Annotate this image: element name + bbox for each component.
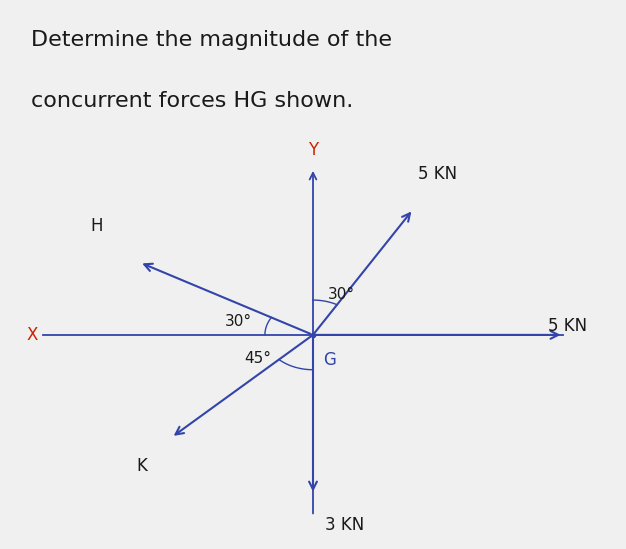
- Text: H: H: [90, 217, 103, 235]
- Text: 5 KN: 5 KN: [548, 317, 587, 335]
- Text: 5 KN: 5 KN: [418, 165, 457, 182]
- Text: Y: Y: [308, 141, 318, 159]
- Text: Determine the magnitude of the: Determine the magnitude of the: [31, 30, 393, 50]
- Text: 45°: 45°: [244, 351, 272, 366]
- Text: concurrent forces HG shown.: concurrent forces HG shown.: [31, 91, 354, 110]
- Text: K: K: [137, 457, 148, 475]
- Text: X: X: [26, 326, 38, 344]
- Text: G: G: [323, 351, 336, 369]
- Text: 30°: 30°: [327, 288, 354, 302]
- Text: 30°: 30°: [224, 315, 252, 329]
- Text: 3 KN: 3 KN: [325, 516, 364, 534]
